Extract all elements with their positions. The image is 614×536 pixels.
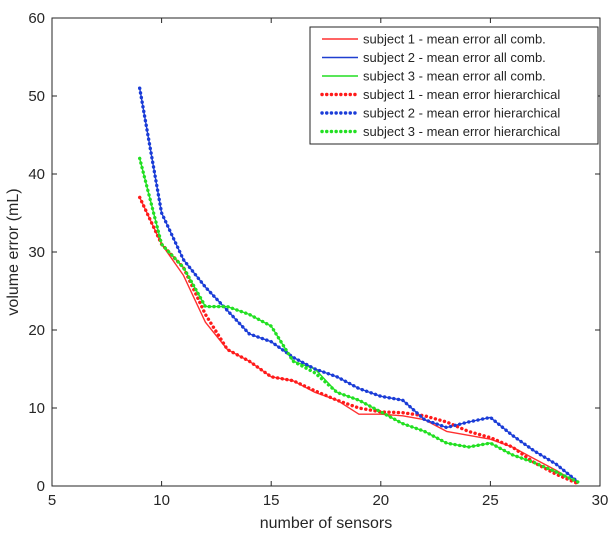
- series-layer: [137, 86, 580, 486]
- series-line-4: [137, 195, 580, 486]
- legend-label-4: subject 1 - mean error hierarchical: [363, 87, 560, 102]
- series-line-5: [137, 86, 580, 484]
- y-tick-label: 60: [28, 10, 45, 27]
- x-tick-label: 5: [48, 492, 56, 509]
- x-axis-label: number of sensors: [260, 515, 393, 532]
- series-line-3: [139, 158, 579, 483]
- x-tick-label: 30: [592, 492, 609, 509]
- x-tick-label: 10: [153, 492, 170, 509]
- x-tick-label: 15: [263, 492, 280, 509]
- y-tick-label: 30: [28, 244, 45, 261]
- legend-label-1: subject 1 - mean error all comb.: [363, 32, 546, 47]
- y-axis-label: volume error (mL): [5, 188, 22, 315]
- x-tick-label: 25: [482, 492, 499, 509]
- y-tick-label: 40: [28, 166, 45, 183]
- legend-box: [309, 26, 599, 145]
- y-tick-label: 0: [37, 478, 45, 495]
- legend-label-3: subject 3 - mean error all comb.: [363, 69, 546, 84]
- legend-label-2: subject 2 - mean error all comb.: [363, 50, 546, 65]
- axis-ticks: 5 10 15 20 25 30 0 10 20 30 40 50 60: [28, 10, 608, 509]
- y-tick-label: 50: [28, 88, 45, 105]
- series-line-6: [137, 156, 580, 484]
- y-tick-label: 20: [28, 322, 45, 339]
- legend: subject 1 - mean error all comb. subject …: [309, 26, 599, 145]
- x-tick-label: 20: [372, 492, 389, 509]
- legend-label-5: subject 2 - mean error hierarchical: [363, 106, 560, 121]
- y-tick-label: 10: [28, 400, 45, 417]
- series-line-1: [139, 197, 579, 485]
- legend-label-6: subject 3 - mean error hierarchical: [363, 124, 560, 139]
